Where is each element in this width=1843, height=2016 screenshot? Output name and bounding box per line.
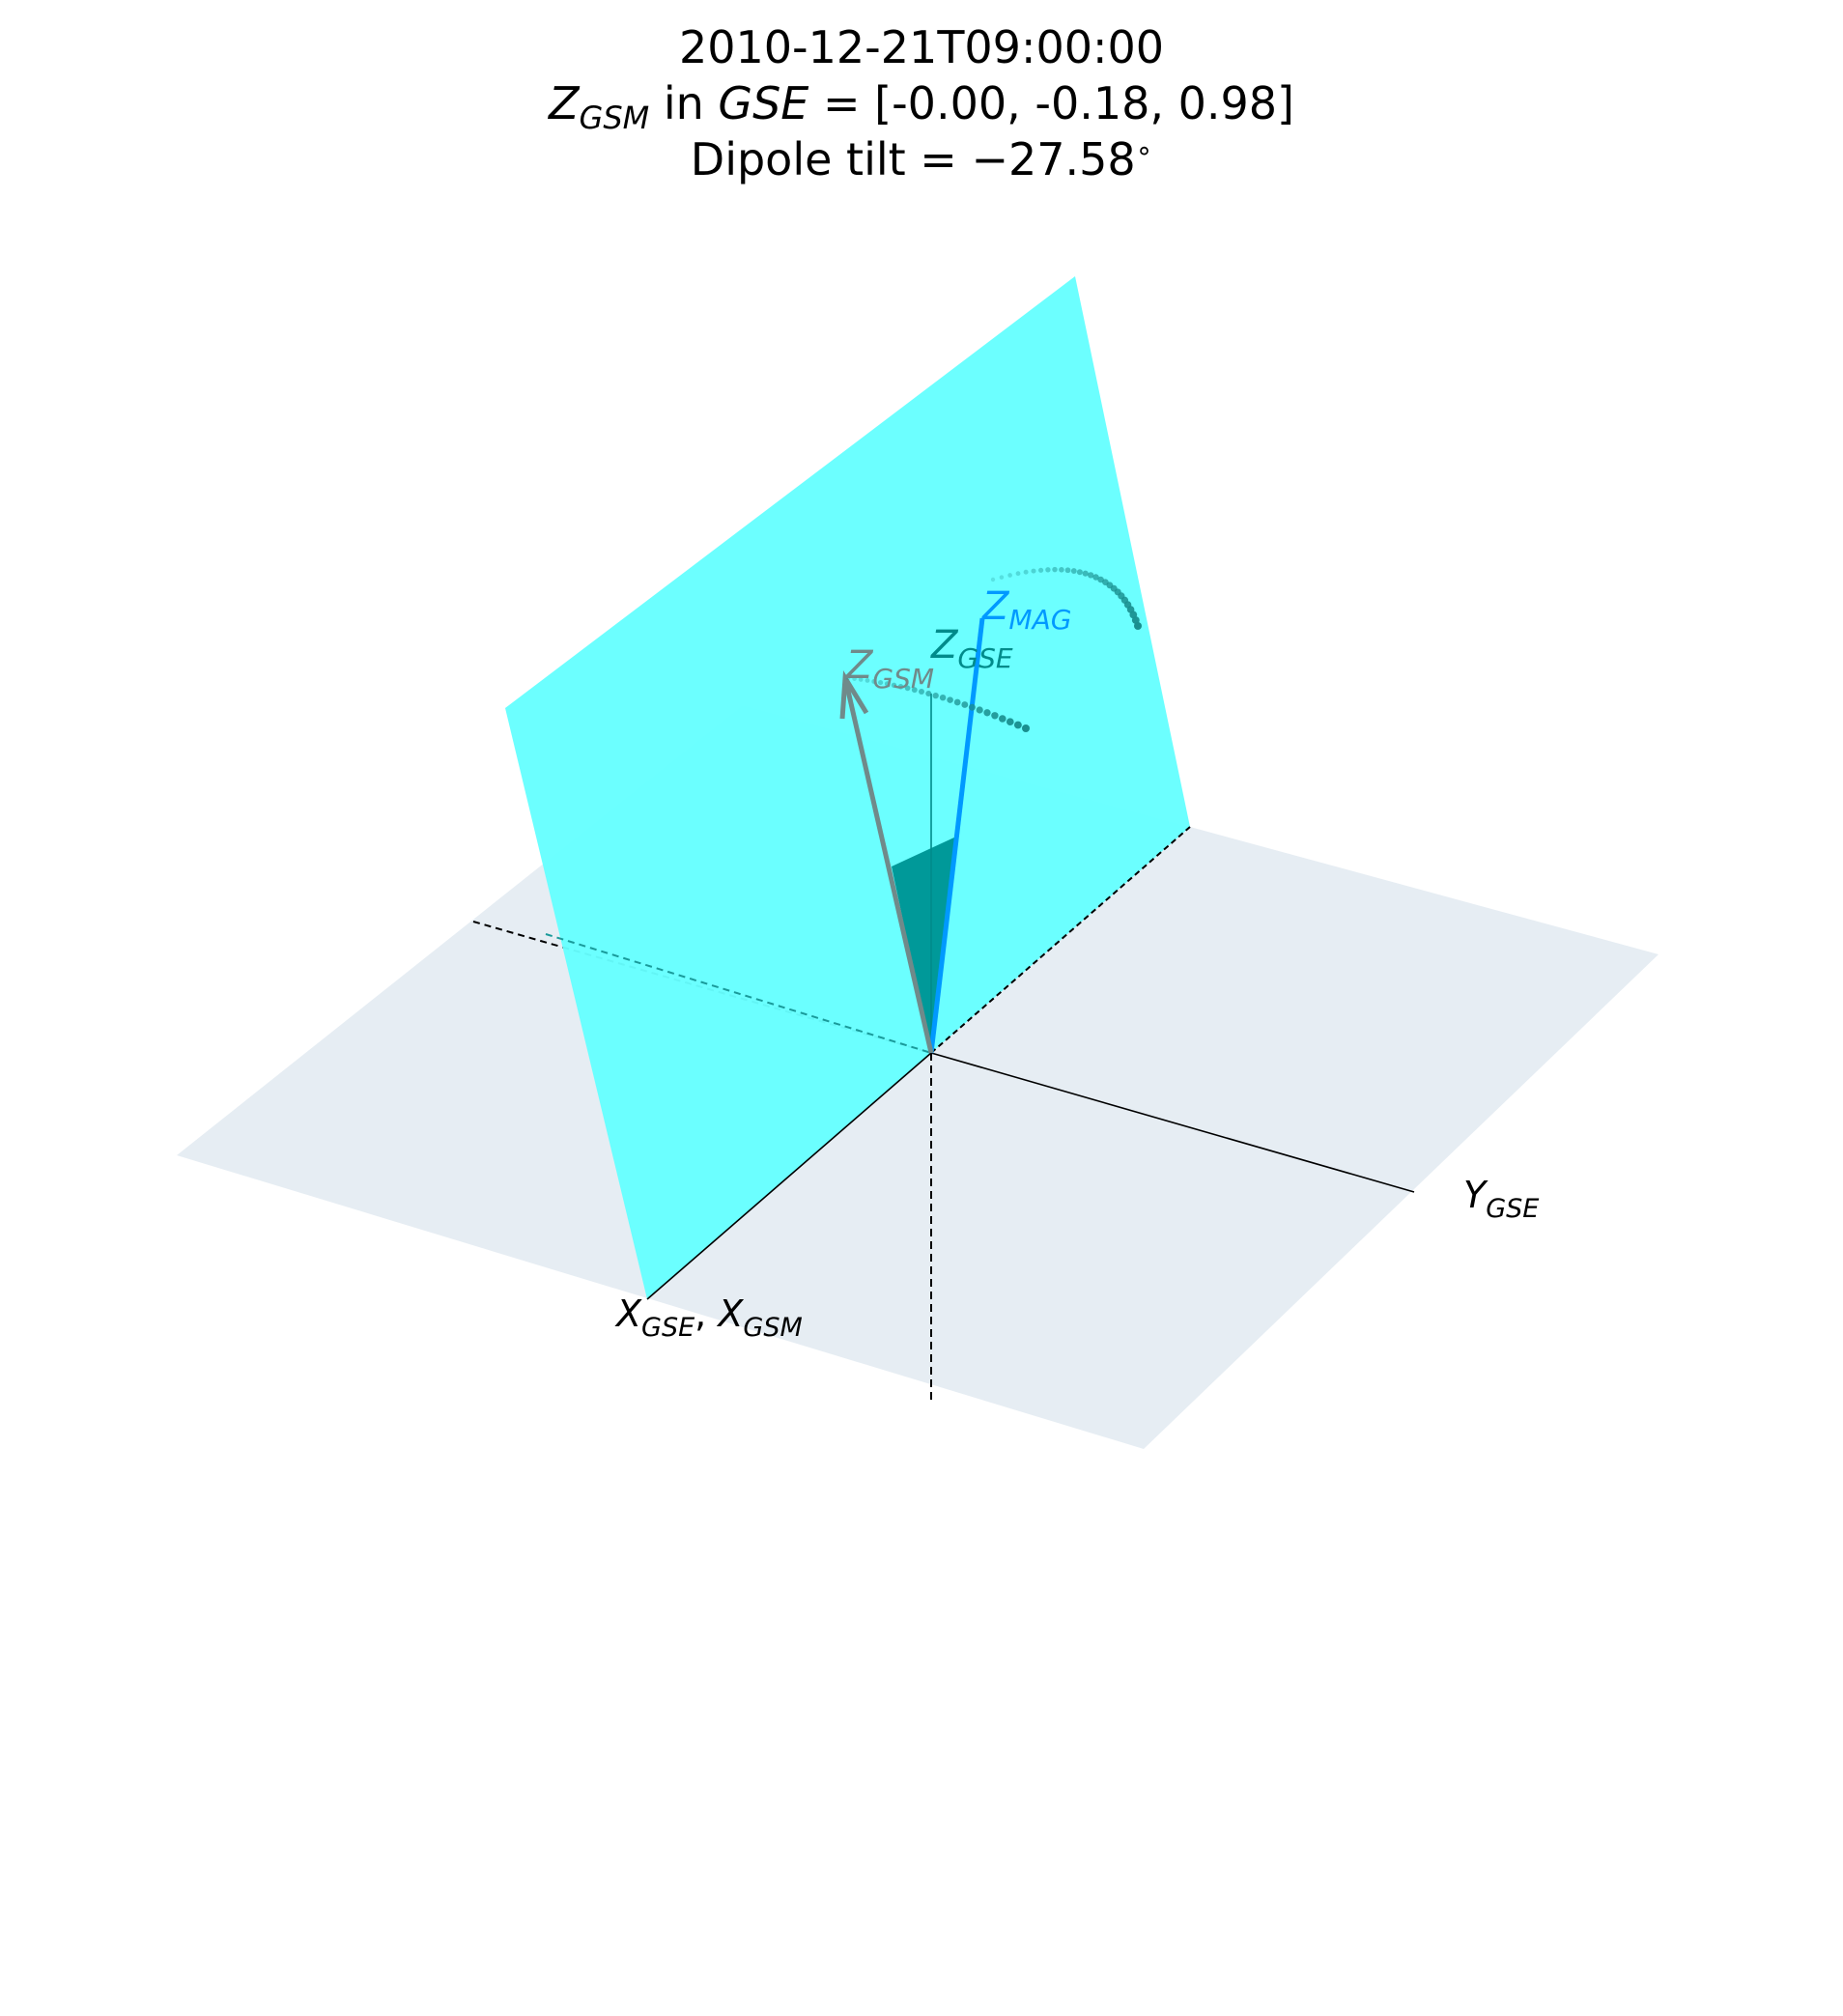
z-gsm-trail-dot xyxy=(904,685,911,692)
y-gse-label-sub: GSE xyxy=(1486,1194,1539,1224)
gsm-xz-plane xyxy=(505,276,1190,1299)
z-mag-label: ZMAG xyxy=(981,584,1071,636)
title-dipole-tilt-line: Dipole tilt = −27.58∘ xyxy=(691,133,1152,185)
z-gsm-label: ZGSM xyxy=(845,643,934,695)
z-gsm-trail-dot xyxy=(939,694,947,701)
z-gsm-trail-dot xyxy=(953,698,961,706)
z-mag-trail-dot xyxy=(1023,569,1029,575)
z-gsm-trail-dot xyxy=(991,712,999,720)
x-gse-axis-line xyxy=(646,1052,932,1300)
z-mag-trail-dot xyxy=(1031,568,1036,574)
x-label-separator: , xyxy=(695,1292,718,1335)
negative-x-axis-through-plane xyxy=(545,933,932,1054)
z-gsm-trail-dot xyxy=(891,682,897,688)
z-mag-trail-dot xyxy=(1088,572,1094,579)
z-gse-label-main: Z xyxy=(930,623,959,667)
z-gsm-trail-dot xyxy=(1022,724,1030,732)
z-gsm-trail-dot xyxy=(865,677,870,683)
z-gsm-trail-dot xyxy=(1006,718,1014,726)
z-mag-trail-dot xyxy=(1015,571,1021,577)
z-mag-trail-dot xyxy=(1052,566,1058,573)
title-timestamp: 2010-12-21T09:00:00 xyxy=(679,21,1164,73)
z-gsm-arrowhead xyxy=(839,670,869,720)
z-mag-vector xyxy=(928,617,985,1054)
x-gsm-label-main: X xyxy=(716,1292,744,1335)
z-gsm-trail-dot xyxy=(845,675,851,681)
title-gse-word: GSE xyxy=(718,77,808,129)
title-zgsm-vector: ZGSM in GSE = [-0.00, -0.18, 0.98] xyxy=(547,77,1294,136)
z-gsm-trail-dot xyxy=(858,677,864,682)
z-mag-trail-dots xyxy=(990,566,1142,630)
z-gsm-trail-dot xyxy=(947,696,953,703)
z-gsm-label-sub: GSM xyxy=(872,663,934,695)
z-gsm-trail-dot xyxy=(976,706,983,714)
z-mag-trail-dot xyxy=(1007,573,1012,578)
z-gsm-trail-dot xyxy=(852,676,857,681)
z-gsm-trail-dot xyxy=(983,709,991,717)
x-gsm-label-sub: GSM xyxy=(743,1313,802,1343)
z-gsm-trail-dot xyxy=(999,715,1007,723)
z-gsm-trail-dot xyxy=(884,681,891,687)
z-mag-trail-dot xyxy=(1097,576,1104,583)
z-mag-trail-dot xyxy=(990,577,996,582)
x-gse-label-sub: GSE xyxy=(641,1313,695,1343)
y-gse-axis-line xyxy=(930,1052,1415,1193)
z-gse-label-sub: GSE xyxy=(957,642,1012,674)
z-mag-trail-dot xyxy=(1059,567,1064,573)
z-gsm-vector xyxy=(839,670,934,1054)
figure-title: 2010-12-21T09:00:00 ZGSM in GSE = [-0.00… xyxy=(547,21,1294,185)
dipole-tilt-wedge xyxy=(892,837,956,1053)
y-gse-label-main: Y xyxy=(1463,1174,1489,1216)
z-mag-trail-dot xyxy=(1045,567,1051,573)
z-mag-trail-dot xyxy=(1092,574,1099,581)
title-vector-text: = [-0.00, -0.18, 0.98] xyxy=(808,77,1294,129)
z-gsm-trail-dot xyxy=(878,680,884,686)
title-dipole-tilt: Dipole tilt = −27.58 xyxy=(691,133,1136,185)
z-mag-trail-dot xyxy=(1131,616,1140,624)
z-gsm-trail-dots xyxy=(845,675,1030,732)
z-mag-trail-dot xyxy=(1082,570,1089,577)
z-gsm-trail-dot xyxy=(919,689,924,695)
z-mag-label-sub: MAG xyxy=(1008,604,1071,636)
z-gse-label: ZGSE xyxy=(930,623,1013,674)
title-degree-symbol: ∘ xyxy=(1136,134,1153,166)
title-zgsm-main: Z xyxy=(547,77,581,129)
z-mag-trail-dot xyxy=(1038,567,1044,573)
z-gsm-trail-dot xyxy=(897,684,904,690)
y-gse-label: YGSE xyxy=(1463,1174,1539,1224)
z-mag-trail-dot xyxy=(1064,567,1071,574)
z-gsm-label-main: Z xyxy=(845,643,874,688)
z-gsm-trail-dot xyxy=(961,701,969,708)
z-gsm-trail-dot xyxy=(1013,721,1022,729)
title-in-word: in xyxy=(649,77,718,129)
gse-xy-plane xyxy=(177,705,1659,1449)
z-gsm-trail-dot xyxy=(925,690,932,697)
z-gsm-trail-dot xyxy=(911,687,918,694)
title-zgsm-sub: GSM xyxy=(580,99,650,136)
x-gse-label-main: X xyxy=(614,1292,642,1335)
z-mag-label-main: Z xyxy=(981,584,1010,629)
z-gsm-trail-dot xyxy=(932,692,939,699)
z-mag-trail-dot xyxy=(999,575,1005,580)
z-gsm-trail-dot xyxy=(871,679,877,684)
z-mag-trail-dot xyxy=(1134,622,1142,630)
x-axes-label: XGSE, XGSM xyxy=(614,1292,803,1343)
z-mag-trail-dot xyxy=(1070,568,1077,575)
z-mag-trail-dot xyxy=(1076,569,1083,576)
z-gsm-trail-dot xyxy=(968,703,976,711)
